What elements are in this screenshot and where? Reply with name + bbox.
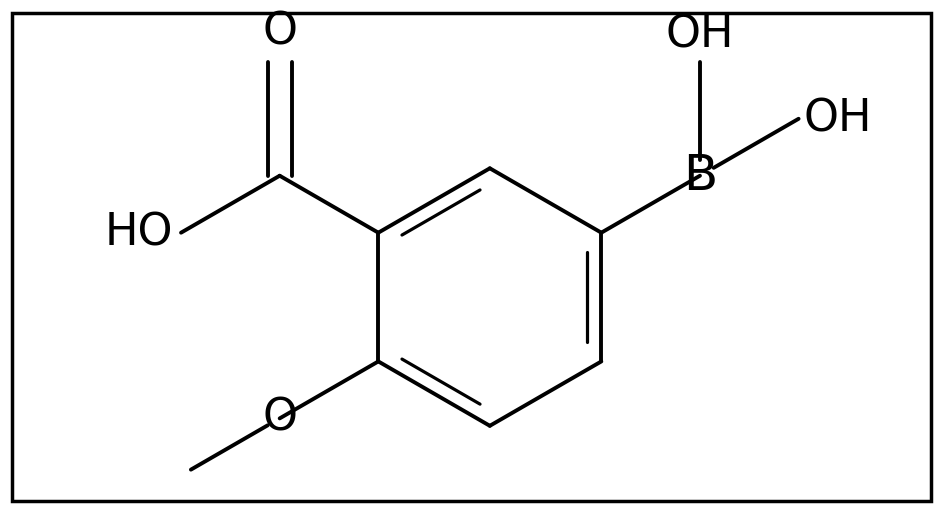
Text: OH: OH (803, 97, 872, 140)
Text: OH: OH (666, 14, 735, 57)
Text: HO: HO (105, 211, 174, 254)
Text: O: O (262, 397, 297, 440)
Text: B: B (683, 152, 717, 200)
Text: O: O (262, 11, 297, 54)
